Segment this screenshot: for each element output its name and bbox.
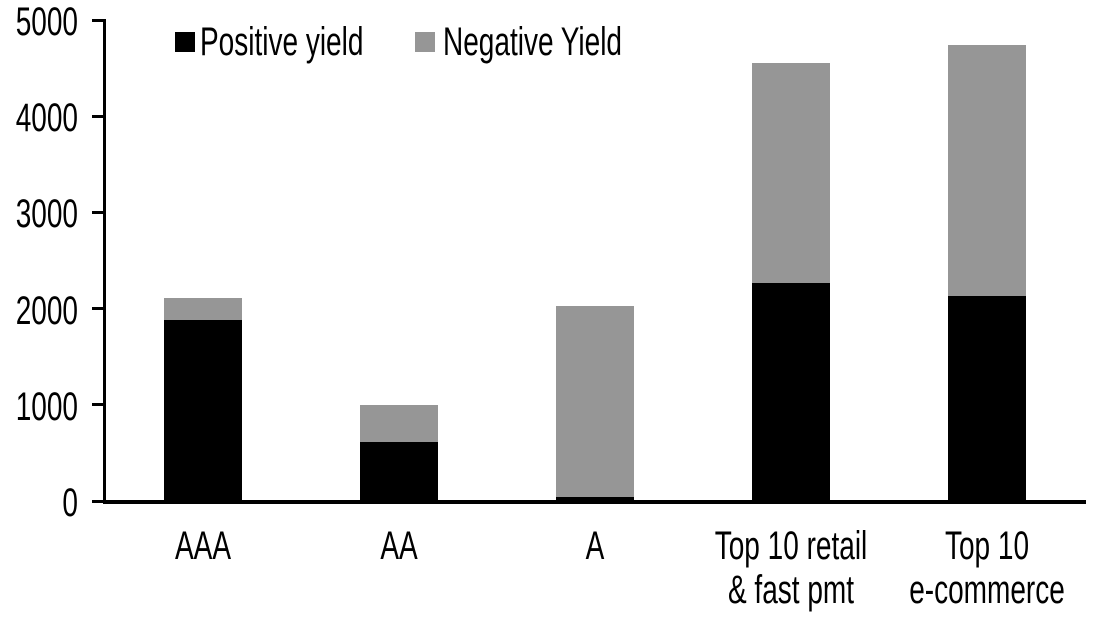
bar-aaa-negative-yield-segment [164, 298, 242, 321]
y-tick-label-0: 0 [62, 481, 78, 525]
legend-swatch-positive-yield [175, 32, 195, 52]
x-label-a: A [585, 524, 605, 568]
bar-top-10-retail-fast-pmt-positive-yield-segment [752, 282, 830, 501]
y-axis [103, 19, 106, 503]
y-tick-label-1000: 1000 [15, 384, 78, 429]
legend-swatch-negative-yield [415, 32, 435, 52]
y-tick-label-3000: 3000 [15, 192, 78, 237]
bar-aa-negative-yield-segment [360, 404, 438, 443]
y-tick-label-4000: 4000 [15, 96, 78, 141]
x-label-aa: AA [380, 524, 418, 568]
bar-aa-positive-yield-segment [360, 442, 438, 501]
y-tick-label-5000: 5000 [15, 0, 78, 44]
y-tick-mark-2000 [92, 307, 104, 311]
legend-label-negative-yield: Negative Yield [443, 20, 623, 64]
x-label-top-10-retail-fast-pmt: Top 10 retail & fast pmt [714, 524, 868, 612]
bar-top-10-e-commerce-positive-yield-segment [948, 296, 1026, 501]
bar-top-10-e-commerce-negative-yield-segment [948, 45, 1026, 297]
x-label-top-10-e-commerce: Top 10 e-commerce [909, 524, 1065, 612]
y-tick-mark-3000 [92, 210, 104, 214]
y-tick-mark-1000 [92, 403, 104, 407]
y-tick-mark-0 [92, 499, 104, 503]
bar-top-10-retail-fast-pmt-negative-yield-segment [752, 63, 830, 283]
bar-aaa-positive-yield-segment [164, 320, 242, 501]
legend-label-positive-yield: Positive yield [200, 20, 364, 64]
y-tick-mark-5000 [92, 18, 104, 22]
bar-a-positive-yield-segment [556, 497, 634, 501]
x-label-aaa: AAA [174, 524, 232, 568]
y-tick-mark-4000 [92, 114, 104, 118]
y-tick-label-2000: 2000 [15, 288, 78, 333]
x-axis [103, 500, 1086, 504]
bar-a-negative-yield-segment [556, 305, 634, 498]
